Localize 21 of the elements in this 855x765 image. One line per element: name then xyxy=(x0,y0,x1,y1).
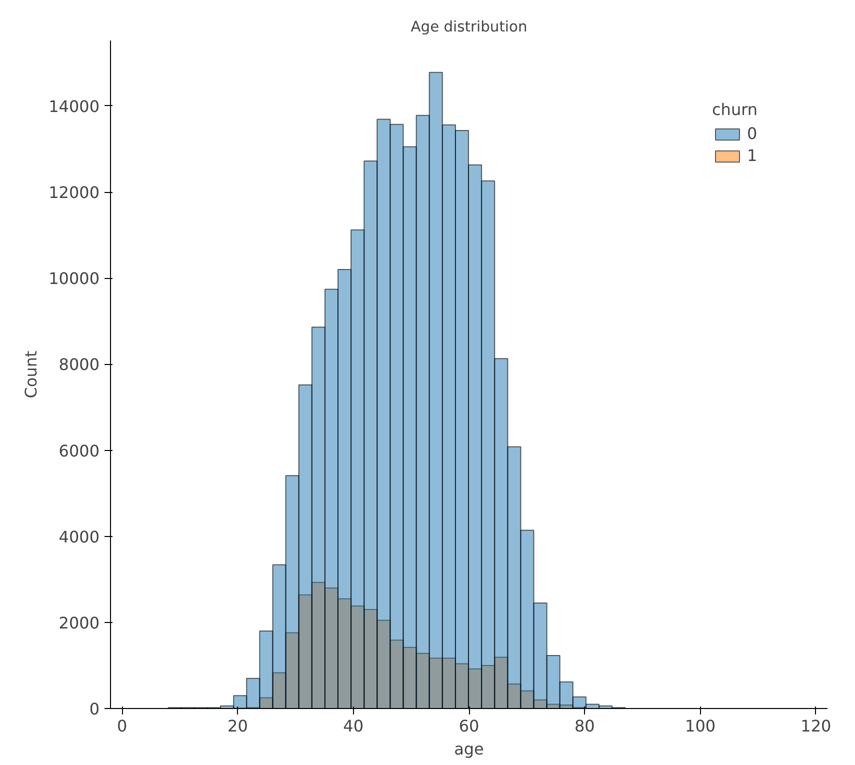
y-tick-label: 12000 xyxy=(48,183,100,202)
chart-title: Age distribution xyxy=(410,18,528,36)
y-tick-label: 2000 xyxy=(58,613,100,632)
y-tick-label: 10000 xyxy=(48,269,100,288)
x-tick-label: 100 xyxy=(685,716,716,736)
x-tick-label: 0 xyxy=(116,716,128,736)
x-axis-title: age xyxy=(454,740,484,758)
y-tick-label: 8000 xyxy=(58,355,100,374)
y-tick-label: 0 xyxy=(89,700,100,718)
x-tick-label: 20 xyxy=(228,716,248,736)
legend-title: churn xyxy=(712,100,759,119)
y-tick-label: 6000 xyxy=(58,441,100,460)
y-tick-label: 4000 xyxy=(58,527,100,546)
x-tick-label: 120 xyxy=(800,716,832,736)
y-axis-title: Count xyxy=(22,350,41,398)
legend-label: 1 xyxy=(747,146,758,165)
x-tick-label: 60 xyxy=(458,716,480,736)
x-tick-label: 80 xyxy=(574,716,595,736)
legend-label: 0 xyxy=(747,124,758,143)
y-tick-label: 14000 xyxy=(48,96,100,116)
x-tick-label: 40 xyxy=(343,716,364,736)
